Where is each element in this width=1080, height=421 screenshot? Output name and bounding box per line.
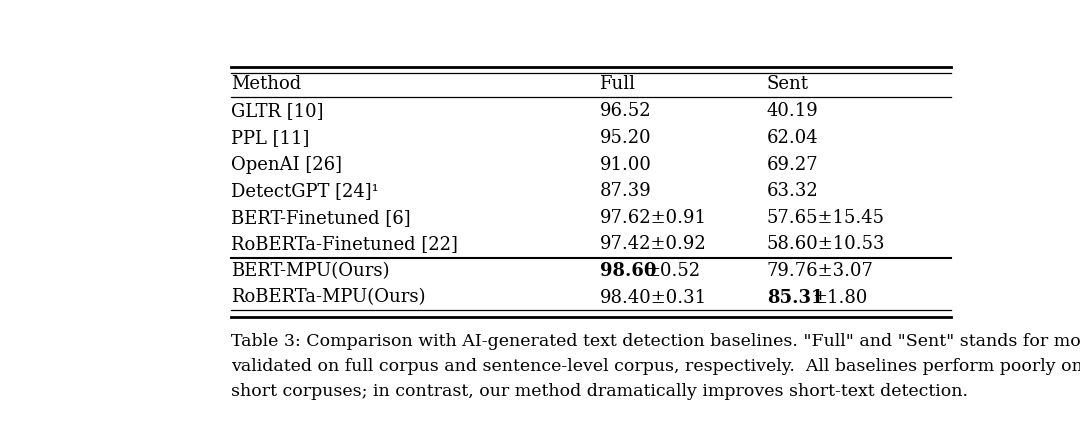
Text: GLTR [10]: GLTR [10] (231, 102, 324, 120)
Text: 96.52: 96.52 (599, 102, 651, 120)
Text: 87.39: 87.39 (599, 182, 651, 200)
Text: PPL [11]: PPL [11] (231, 129, 310, 147)
Text: ±1.80: ±1.80 (812, 288, 867, 306)
Text: 79.76±3.07: 79.76±3.07 (767, 262, 874, 280)
Text: 98.60: 98.60 (599, 262, 656, 280)
Text: 97.62±0.91: 97.62±0.91 (599, 209, 706, 227)
Text: 63.32: 63.32 (767, 182, 819, 200)
Text: 95.20: 95.20 (599, 129, 651, 147)
Text: Full: Full (599, 75, 635, 93)
Text: 98.40±0.31: 98.40±0.31 (599, 288, 706, 306)
Text: 69.27: 69.27 (767, 156, 819, 173)
Text: ±0.52: ±0.52 (645, 262, 700, 280)
Text: 97.42±0.92: 97.42±0.92 (599, 235, 706, 253)
Text: RoBERTa-MPU(Ours): RoBERTa-MPU(Ours) (231, 288, 426, 306)
Text: Table 3: Comparison with AI-generated text detection baselines. "Full" and "Sent: Table 3: Comparison with AI-generated te… (231, 333, 1080, 400)
Text: 85.31: 85.31 (767, 288, 823, 306)
Text: 91.00: 91.00 (599, 156, 651, 173)
Text: 58.60±10.53: 58.60±10.53 (767, 235, 886, 253)
Text: 40.19: 40.19 (767, 102, 819, 120)
Text: BERT-MPU(Ours): BERT-MPU(Ours) (231, 262, 390, 280)
Text: 57.65±15.45: 57.65±15.45 (767, 209, 885, 227)
Text: Method: Method (231, 75, 301, 93)
Text: RoBERTa-Finetuned [22]: RoBERTa-Finetuned [22] (231, 235, 458, 253)
Text: DetectGPT [24]¹: DetectGPT [24]¹ (231, 182, 379, 200)
Text: OpenAI [26]: OpenAI [26] (231, 156, 342, 173)
Text: BERT-Finetuned [6]: BERT-Finetuned [6] (231, 209, 410, 227)
Text: Sent: Sent (767, 75, 809, 93)
Text: 62.04: 62.04 (767, 129, 819, 147)
